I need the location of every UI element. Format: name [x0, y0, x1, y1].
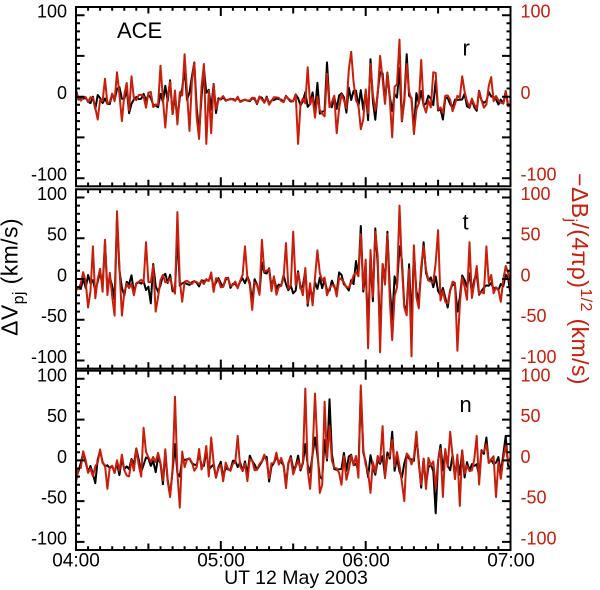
svg-text:100: 100 [37, 184, 67, 204]
svg-text:06:00: 06:00 [342, 551, 390, 572]
svg-text:-50: -50 [41, 306, 67, 326]
svg-text:100: 100 [521, 365, 551, 385]
svg-text:-100: -100 [31, 528, 67, 548]
svg-text:05:00: 05:00 [197, 551, 245, 572]
svg-text:07:00: 07:00 [487, 551, 535, 572]
svg-text:04:00: 04:00 [52, 551, 100, 572]
svg-text:-50: -50 [521, 306, 547, 326]
svg-text:100: 100 [37, 365, 67, 385]
svg-text:0: 0 [57, 447, 67, 467]
svg-text:100: 100 [37, 2, 67, 22]
svg-text:50: 50 [47, 406, 67, 426]
svg-text:t: t [463, 209, 469, 234]
svg-text:-100: -100 [521, 165, 557, 185]
svg-text:n: n [460, 392, 472, 417]
svg-text:0: 0 [57, 265, 67, 285]
svg-text:0: 0 [521, 447, 531, 467]
svg-text:-100: -100 [521, 347, 557, 367]
svg-text:-100: -100 [31, 347, 67, 367]
svg-text:-100: -100 [31, 165, 67, 185]
svg-text:100: 100 [521, 184, 551, 204]
svg-text:0: 0 [521, 83, 531, 103]
svg-text:50: 50 [521, 406, 541, 426]
svg-text:0: 0 [57, 83, 67, 103]
svg-text:-50: -50 [41, 488, 67, 508]
svg-text:−ΔBj/(4πρ)1/2 (km/s): −ΔBj/(4πρ)1/2 (km/s) [562, 173, 594, 385]
svg-text:-100: -100 [521, 528, 557, 548]
svg-text:0: 0 [521, 265, 531, 285]
svg-text:-50: -50 [521, 488, 547, 508]
svg-text:r: r [463, 36, 470, 61]
svg-text:100: 100 [521, 2, 551, 22]
svg-text:50: 50 [47, 225, 67, 245]
svg-text:UT 12 May 2003: UT 12 May 2003 [224, 567, 368, 589]
svg-text:50: 50 [521, 225, 541, 245]
svg-text:ACE: ACE [117, 18, 162, 43]
